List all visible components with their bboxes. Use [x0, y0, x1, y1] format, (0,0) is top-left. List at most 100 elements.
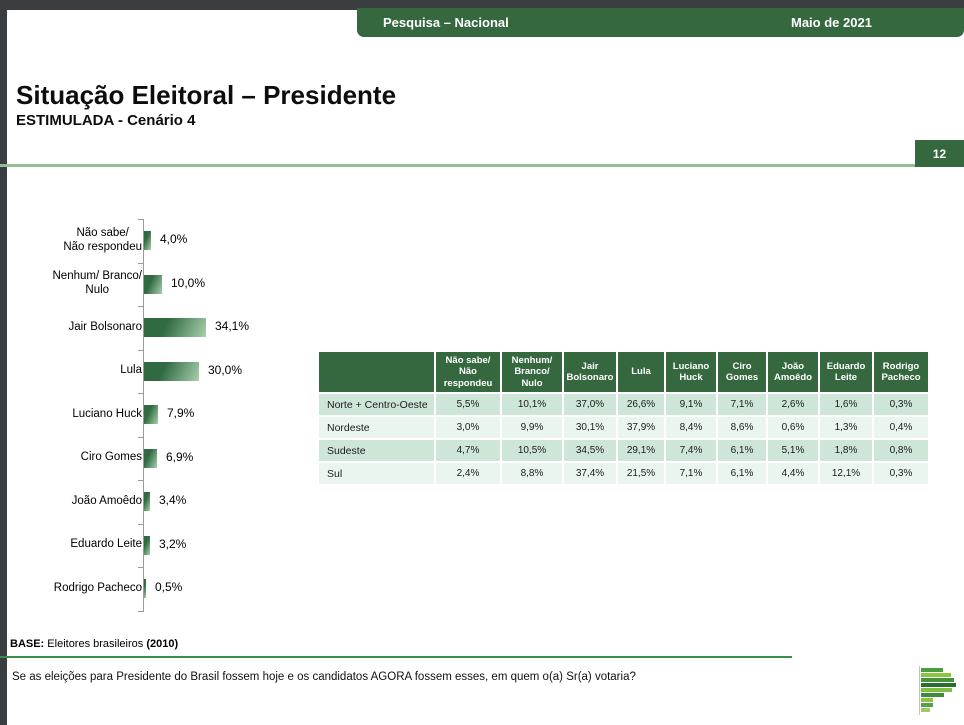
table-data-cell: 7,4% — [666, 440, 716, 462]
base-count: (2010) — [146, 638, 179, 650]
chart-value-label: 7,9% — [167, 406, 195, 421]
chart-category-label-text: Luciano Huck — [72, 407, 142, 420]
table-data-cell: 0,3% — [874, 463, 928, 485]
table-header-cell: Jair Bolsonaro — [564, 352, 616, 393]
chart-category-label: Eduardo Leite — [0, 524, 142, 568]
table-row: Sul 2,4% 8,8% 37,4% 21,5% 7,1% 6,1% 4,4% 12,1% 0,… — [319, 463, 928, 485]
table-header-cell: Lula — [618, 352, 664, 393]
chart-category-label-text: Rodrigo Pacheco — [53, 581, 142, 594]
viewer-left-edge — [0, 0, 7, 725]
chart-value-label: 34,1% — [215, 319, 250, 334]
table-data-cell: 4,7% — [436, 440, 500, 462]
table-data-cell: 1,3% — [820, 417, 872, 439]
base-text: Eleitores brasileiros — [44, 638, 147, 650]
chart-bar — [144, 274, 162, 294]
table-row: Sudeste 4,7% 10,5% 34,5% 29,1% 7,4% 6,1% 5,1% 1,… — [319, 440, 928, 462]
header-date-label: Maio de 2021 — [791, 15, 872, 30]
table-header-row: Não sabe/ Não respondeu Nenhum/ Branco/ N… — [319, 352, 928, 393]
logo-bar — [921, 668, 943, 672]
table-data-cell: 8,4% — [666, 417, 716, 439]
table-data-cell: 6,1% — [718, 463, 766, 485]
table-header-corner-cell — [319, 352, 434, 393]
table-data-cell: 5,1% — [768, 440, 818, 462]
table-header-cell: Eduardo Leite — [820, 352, 872, 393]
chart-value-label: 0,5% — [155, 580, 183, 595]
table-row: Norte + Centro-Oeste 5,5% 10,1% 37,0% 26,6% 9… — [319, 394, 928, 416]
table-data-cell: 10,5% — [502, 440, 562, 462]
chart-axis-tick — [138, 523, 144, 525]
logo-bar — [921, 673, 951, 677]
table-data-cell: 34,5% — [564, 440, 616, 462]
table-data-cell: 37,9% — [618, 417, 664, 439]
chart-value-label: 6,9% — [166, 449, 194, 464]
logo-bar — [921, 703, 933, 707]
chart-bar — [144, 361, 199, 381]
chart-category-label-text: Nenhum/ Branco/ Nulo — [52, 270, 143, 297]
logo-bar — [921, 683, 956, 687]
chart-category-label-text: Lula — [120, 364, 142, 377]
table-data-cell: 9,1% — [666, 394, 716, 416]
chart-bar — [144, 535, 150, 555]
chart-value-label: 3,2% — [159, 536, 187, 551]
chart-axis-tick — [138, 480, 144, 481]
table-data-cell: 0,3% — [874, 394, 928, 416]
table-data-cell: 10,1% — [502, 394, 562, 416]
chart-category-label: Rodrigo Pacheco — [0, 567, 142, 611]
chart-value-label: 10,0% — [171, 275, 206, 290]
table-region-cell: Sudeste — [319, 440, 434, 462]
table-data-cell: 2,6% — [768, 394, 818, 416]
chart-bar — [144, 231, 151, 251]
chart-bar — [144, 405, 158, 425]
logo-bar — [921, 678, 954, 682]
table-header-cell: João Amoêdo — [768, 352, 818, 393]
survey-question-text: Se as eleições para Presidente do Brasil… — [12, 671, 636, 683]
table-data-cell: 6,1% — [718, 440, 766, 462]
table-data-cell: 12,1% — [820, 463, 872, 485]
table-data-cell: 26,6% — [618, 394, 664, 416]
chart-axis-tick — [138, 610, 144, 612]
chart-category-label-text: Jair Bolsonaro — [68, 320, 142, 333]
header-survey-label: Pesquisa – Nacional — [383, 15, 509, 30]
logo-bar — [921, 698, 933, 702]
table-data-cell: 1,6% — [820, 394, 872, 416]
logo-bar — [921, 688, 952, 692]
chart-axis-line — [143, 219, 144, 611]
base-note: BASE: Eleitores brasileiros (2010) — [10, 638, 178, 650]
table-header-cell: Não sabe/ Não respondeu — [436, 352, 500, 393]
base-label: BASE: — [10, 638, 45, 650]
chart-value-label: 3,4% — [159, 493, 187, 508]
table-data-cell: 0,8% — [874, 440, 928, 462]
regional-results-table: Não sabe/ Não respondeu Nenhum/ Branco/ N… — [317, 350, 930, 486]
table-data-cell: 7,1% — [666, 463, 716, 485]
table-header-cell: Rodrigo Pacheco — [874, 352, 928, 393]
chart-category-label: João Amoêdo — [0, 480, 142, 524]
table-data-cell: 7,1% — [718, 394, 766, 416]
table-region-cell: Norte + Centro-Oeste — [319, 394, 434, 416]
chart-category-label: Lula — [0, 350, 142, 394]
chart-axis-tick — [138, 567, 144, 568]
table-header-cell: Ciro Gomes — [718, 352, 766, 393]
chart-category-label: Jair Bolsonaro — [0, 306, 142, 350]
title-divider-rule — [0, 164, 964, 167]
table-data-cell: 37,4% — [564, 463, 616, 485]
table-data-cell: 8,8% — [502, 463, 562, 485]
chart-category-label-text: Não sabe/ Não respondeu — [63, 226, 142, 253]
table-header-cell: Luciano Huck — [666, 352, 716, 393]
chart-category-label: Nenhum/ Branco/ Nulo — [0, 263, 143, 307]
viewer-top-edge — [0, 0, 964, 10]
table-data-cell: 9,9% — [502, 417, 562, 439]
table-data-cell: 21,5% — [618, 463, 664, 485]
chart-axis-tick — [138, 436, 144, 438]
chart-bar — [144, 492, 150, 512]
footer-divider-rule — [0, 656, 792, 658]
chart-axis-tick — [138, 219, 144, 220]
chart-axis-tick — [138, 349, 144, 351]
chart-category-label: Não sabe/ Não respondeu — [0, 219, 142, 263]
table-region-cell: Sul — [319, 463, 434, 485]
logo-bar — [921, 708, 930, 712]
table-data-cell: 5,5% — [436, 394, 500, 416]
chart-category-label-text: João Amoêdo — [71, 494, 142, 507]
table-data-cell: 0,4% — [874, 417, 928, 439]
table-header-cell: Nenhum/ Branco/ Nulo — [502, 352, 562, 393]
chart-category-label: Luciano Huck — [0, 393, 142, 437]
